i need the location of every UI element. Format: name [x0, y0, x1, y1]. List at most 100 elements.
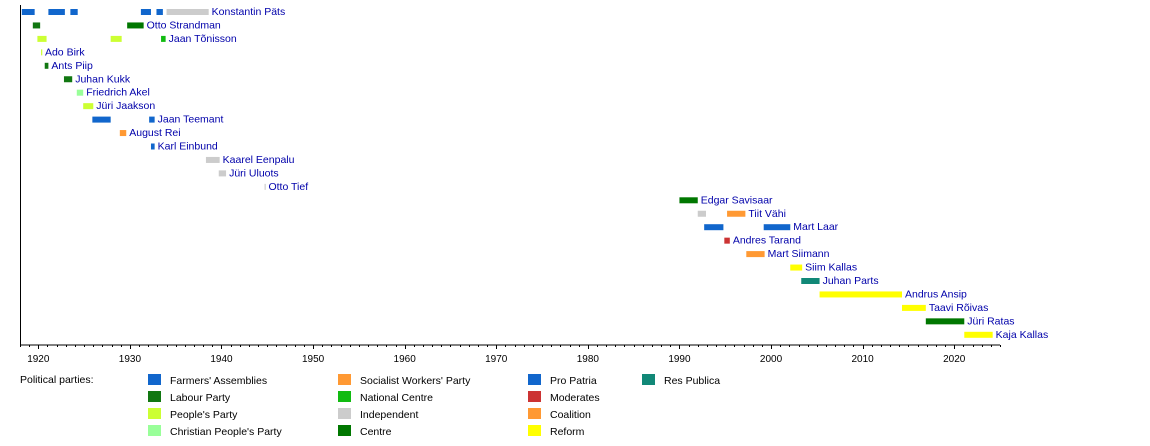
legend-swatch-christian-people-s-party: [148, 425, 161, 436]
term-bar-konstantin-pats-4: [140, 9, 151, 15]
x-tick-label: 1930: [119, 354, 142, 365]
term-bar-otto-strandman-1: [32, 22, 41, 29]
premier-label: Andrus Ansip: [905, 288, 967, 300]
premier-label: Friedrich Akel: [86, 87, 150, 99]
legend-swatch-farmers-assemblies: [148, 374, 161, 385]
legend-label-farmers-assemblies: Farmers' Assemblies: [170, 375, 267, 387]
term-bar-andres-tarand-1: [724, 237, 730, 244]
legend-label-independent: Independent: [360, 409, 418, 421]
term-bar-ants-piip-1: [44, 62, 49, 69]
legend-label-coalition: Coalition: [550, 409, 591, 421]
x-tick-label: 2010: [851, 354, 874, 365]
premier-label: Mart Laar: [793, 221, 838, 233]
term-bar-august-rei-1: [119, 130, 127, 137]
term-bar-karl-einbund-1: [150, 143, 155, 150]
term-bar-ado-birk-1: [41, 49, 43, 56]
x-tick-label: 1920: [27, 354, 50, 365]
premier-label: Konstantin Päts: [212, 6, 286, 18]
term-bar-kaarel-eenpalu-1: [205, 156, 220, 163]
legend-swatch-independent: [338, 408, 351, 419]
term-bar-mart-laar-1: [704, 224, 724, 231]
term-bar-taavi-roivas-1: [902, 304, 926, 311]
term-bar-jaan-teemant-1: [92, 116, 111, 123]
premier-label: Jüri Jaakson: [96, 100, 155, 112]
term-bar-konstantin-pats-5: [156, 9, 163, 15]
premier-label: August Rei: [129, 127, 180, 139]
legend-label-res-publica: Res Publica: [664, 375, 720, 387]
legend-swatch-pro-patria: [528, 374, 541, 385]
term-bar-kaja-kallas-1: [964, 331, 993, 338]
x-tick-label: 1950: [302, 354, 325, 365]
term-bar-otto-strandman-2: [127, 22, 144, 29]
legend-swatch-moderates: [528, 391, 541, 402]
legend-title: Political parties:: [20, 374, 94, 386]
legend-swatch-centre: [338, 425, 351, 436]
premier-label: Edgar Savisaar: [701, 194, 773, 206]
premier-label: Taavi Rõivas: [929, 302, 989, 314]
term-bar-juhan-kukk-1: [63, 76, 73, 83]
x-tick-label: 1980: [577, 354, 600, 365]
legend-swatch-people-s-party: [148, 408, 161, 419]
term-bar-edgar-savisaar-1: [679, 197, 698, 204]
term-bar-konstantin-pats-3: [70, 9, 78, 15]
term-bar-jaan-tonisson-2: [110, 35, 122, 42]
term-bar-juhan-parts-1: [801, 278, 820, 284]
x-tick-label: 2000: [760, 354, 783, 365]
term-bar-juri-uluots-1: [218, 170, 227, 177]
term-bar-juri-ratas-1: [925, 318, 965, 325]
premier-label: Juhan Parts: [823, 275, 879, 287]
premier-label: Ants Piip: [51, 60, 93, 72]
legend-label-people-s-party: People's Party: [170, 409, 238, 421]
term-bar-siim-kallas-1: [790, 264, 803, 271]
term-bar-friedrich-akel-1: [76, 89, 84, 96]
legend-label-christian-people-s-party: Christian People's Party: [170, 426, 282, 438]
term-bar-tiit-vahi-1: [697, 210, 706, 217]
premier-label: Jaan Tõnisson: [169, 33, 237, 45]
x-tick-label: 1970: [485, 354, 508, 365]
legend-label-reform: Reform: [550, 426, 585, 438]
legend-label-pro-patria: Pro Patria: [550, 375, 597, 387]
term-bar-mart-laar-2: [763, 224, 791, 231]
x-tick-label: 1940: [210, 354, 233, 365]
term-bar-otto-tief-1: [264, 183, 266, 190]
term-bar-tiit-vahi-2: [727, 210, 746, 217]
premier-label: Juhan Kukk: [75, 73, 131, 85]
premier-label: Otto Tief: [268, 181, 308, 193]
premier-label: Kaarel Eenpalu: [223, 154, 295, 166]
premier-label: Karl Einbund: [158, 141, 218, 153]
term-bar-jaan-tonisson-3: [161, 35, 166, 42]
premier-label: Jüri Uluots: [229, 167, 279, 179]
term-bar-konstantin-pats-1: [21, 9, 35, 15]
term-bar-mart-siimann-1: [746, 251, 765, 258]
premier-label: Jüri Ratas: [967, 315, 1014, 327]
x-tick-label: 1960: [394, 354, 417, 365]
legend-swatch-socialist-workers-party: [338, 374, 351, 385]
x-tick-label: 2020: [943, 354, 966, 365]
legend-swatch-coalition: [528, 408, 541, 419]
legend-swatch-labour-party: [148, 391, 161, 402]
premier-label: Otto Strandman: [147, 19, 221, 31]
legend-label-centre: Centre: [360, 426, 392, 438]
premier-label: Jaan Teemant: [158, 114, 224, 126]
legend-label-labour-party: Labour Party: [170, 392, 231, 404]
legend-label-national-centre: National Centre: [360, 392, 433, 404]
premier-label: Kaja Kallas: [996, 329, 1049, 341]
term-bar-jaan-tonisson-1: [37, 35, 47, 42]
premier-label: Tiit Vähi: [748, 208, 786, 220]
legend-swatch-res-publica: [642, 374, 655, 385]
legend-label-moderates: Moderates: [550, 392, 600, 404]
term-bar-konstantin-pats-2: [48, 9, 65, 15]
term-bar-konstantin-pats-6: [166, 9, 209, 15]
term-bar-jaan-teemant-2: [149, 116, 155, 123]
term-bar-andrus-ansip-1: [819, 291, 902, 298]
premier-label: Siim Kallas: [805, 262, 857, 274]
term-bar-juri-jaakson-1: [83, 103, 94, 110]
x-tick-label: 1990: [668, 354, 691, 365]
premier-label: Mart Siimann: [768, 248, 830, 260]
legend-label-socialist-workers-party: Socialist Workers' Party: [360, 375, 471, 387]
legend-swatch-reform: [528, 425, 541, 436]
premier-label: Ado Birk: [45, 46, 85, 58]
legend-swatch-national-centre: [338, 391, 351, 402]
premier-label: Andres Tarand: [733, 235, 801, 247]
